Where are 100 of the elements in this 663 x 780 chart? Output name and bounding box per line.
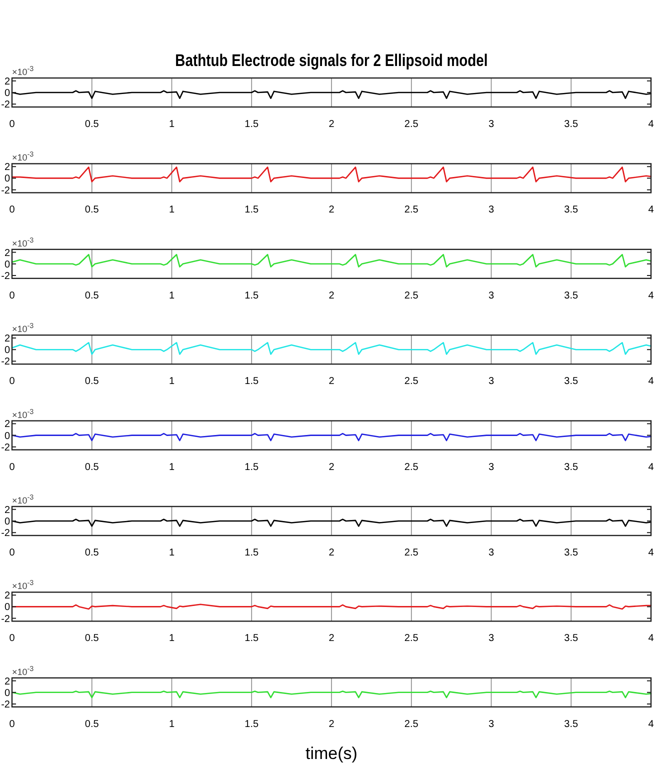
- line-series: [11, 166, 652, 182]
- text: ×10$^{-3}$: [12, 578, 34, 592]
- x-tick-label: 4: [648, 204, 654, 216]
- x-tick-label: 3.5: [564, 548, 579, 558]
- line-series: [11, 518, 652, 527]
- y-tick-label: 2: [4, 162, 10, 174]
- x-tick-label: 0.5: [84, 119, 100, 130]
- x-tick-label: 2.5: [404, 462, 419, 473]
- text: ×10$^{-3}$: [12, 663, 34, 677]
- y-tick-label: 0: [4, 174, 10, 185]
- x-tick-label: 3.5: [564, 462, 579, 473]
- x-tick-label: 3: [488, 548, 494, 558]
- x-tick-label: 3.5: [564, 290, 579, 302]
- x-tick-label: 2.5: [404, 376, 419, 388]
- x-tick-label: 2.5: [404, 633, 419, 644]
- y-tick-label: -2: [1, 528, 10, 540]
- x-tick-label: 2: [328, 548, 335, 558]
- y-tick-label: 2: [4, 419, 10, 430]
- x-tick-label: 3: [488, 204, 494, 216]
- y-tick-label: -2: [1, 442, 10, 454]
- x-tick-label: 2: [328, 462, 335, 473]
- text: ×10$^{-3}$: [12, 149, 34, 163]
- x-tick-label: 1.5: [244, 462, 260, 473]
- y-tick-label: 0: [4, 259, 10, 270]
- x-tick-label: 4: [648, 290, 654, 302]
- x-tick-label: 4: [648, 633, 654, 644]
- x-tick-label: 3: [488, 376, 494, 388]
- x-tick-label: 1.5: [244, 548, 260, 558]
- line-series: [11, 432, 652, 442]
- x-tick-label: 1.5: [244, 718, 260, 730]
- x-tick-label: 0.5: [84, 290, 100, 302]
- x-tick-label: 0.5: [84, 204, 100, 216]
- y-tick-label: 0: [4, 516, 10, 528]
- x-tick-label: 1: [168, 376, 175, 388]
- y-tick-label: 2: [4, 676, 10, 688]
- x-tick-label: 1.5: [244, 290, 260, 302]
- x-tick-label: 2.5: [404, 548, 419, 558]
- y-tick-label: 2: [4, 590, 10, 602]
- x-tick-label: 3: [488, 718, 494, 730]
- x-tick-label: 0.5: [84, 462, 100, 473]
- x-tick-label: 4: [648, 462, 654, 473]
- x-tick-label: 3.5: [564, 376, 579, 388]
- x-tick-label: 2: [328, 204, 335, 216]
- text: ×10$^{-3}$: [12, 492, 34, 506]
- x-tick-label: 1: [168, 290, 175, 302]
- x-tick-label: 3.5: [564, 204, 579, 216]
- x-tick-label: 1.5: [244, 376, 260, 388]
- text: ×10$^{-3}$: [12, 320, 34, 334]
- x-tick-label: 2: [328, 633, 335, 644]
- y-tick-label: -2: [1, 356, 10, 368]
- x-tick-label: 3.5: [564, 718, 579, 730]
- y-tick-label: 0: [4, 430, 10, 442]
- y-tick-label: 2: [4, 334, 10, 344]
- x-tick-label: 0.5: [84, 548, 100, 558]
- x-axis-title: time(s): [306, 744, 358, 763]
- x-tick-label: 2: [328, 376, 335, 388]
- x-tick-label: 4: [648, 376, 654, 388]
- line-series: [11, 690, 652, 698]
- x-tick-label: 4: [648, 718, 654, 730]
- x-tick-label: 4: [648, 119, 654, 130]
- y-tick-label: -2: [1, 614, 10, 625]
- text: ×10$^{-3}$: [12, 406, 34, 420]
- y-tick-label: -2: [1, 700, 10, 710]
- x-tick-label: 2: [328, 718, 335, 730]
- line-series: [11, 254, 652, 268]
- chart-title: Bathtub Electrode signals for 2 Ellipsoid model: [175, 52, 488, 70]
- x-tick-label: 0.5: [84, 718, 100, 730]
- text: ×10$^{-3}$: [12, 64, 34, 77]
- y-tick-label: 0: [4, 88, 10, 99]
- x-tick-label: 0.5: [84, 633, 100, 644]
- y-tick-label: 0: [4, 688, 10, 699]
- x-tick-label: 1: [168, 204, 175, 216]
- x-tick-label: 2.5: [404, 119, 419, 130]
- x-tick-label: 2.5: [404, 204, 419, 216]
- x-tick-label: 1: [168, 633, 175, 644]
- y-tick-label: -2: [1, 271, 10, 282]
- line-series: [11, 342, 652, 355]
- x-tick-label: 1.5: [244, 633, 260, 644]
- x-tick-label: 1.5: [244, 119, 260, 130]
- x-tick-label: 3.5: [564, 633, 579, 644]
- y-tick-label: 2: [4, 76, 10, 88]
- x-tick-label: 3.5: [564, 119, 579, 130]
- text: ×10$^{-3}$: [12, 234, 34, 248]
- x-tick-label: 1: [168, 462, 175, 473]
- x-tick-label: 1: [168, 548, 175, 558]
- y-tick-label: 2: [4, 248, 10, 259]
- x-tick-label: 3: [488, 290, 494, 302]
- y-tick-label: -2: [1, 185, 10, 196]
- x-tick-label: 2.5: [404, 718, 419, 730]
- x-tick-label: 0.5: [84, 376, 100, 388]
- y-tick-label: 0: [4, 602, 10, 614]
- x-tick-label: 2.5: [404, 290, 419, 302]
- x-tick-label: 3: [488, 119, 494, 130]
- y-tick-label: 0: [4, 345, 10, 356]
- line-series: [11, 90, 652, 99]
- x-tick-label: 1: [168, 119, 175, 130]
- x-tick-label: 1.5: [244, 204, 260, 216]
- x-tick-label: 3: [488, 633, 494, 644]
- y-tick-label: -2: [1, 100, 10, 111]
- x-tick-label: 2: [328, 290, 335, 302]
